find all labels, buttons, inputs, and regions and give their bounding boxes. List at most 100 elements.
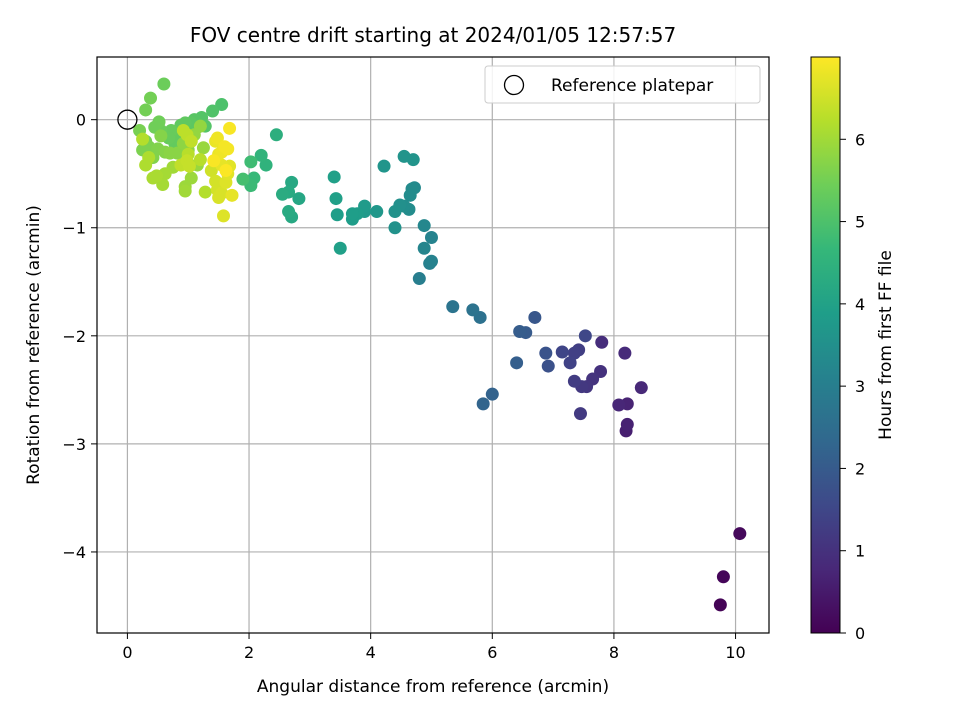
data-point (196, 141, 210, 155)
data-point (733, 527, 747, 541)
data-point (573, 407, 587, 421)
data-point (327, 170, 341, 184)
data-point (206, 104, 220, 118)
data-point (567, 346, 581, 360)
y-axis-ticks: 0 −1 −2 −3 −4 (62, 111, 97, 562)
x-tick-label: 2 (244, 643, 254, 662)
data-point (424, 254, 438, 268)
colorbar-tick-label: 3 (855, 377, 865, 396)
data-point (716, 570, 730, 584)
data-point (275, 187, 289, 201)
colorbar (810, 56, 841, 634)
data-point (215, 186, 229, 200)
data-point (388, 205, 402, 219)
colorbar-tick-label: 2 (855, 459, 865, 478)
data-point (139, 103, 153, 117)
data-point (184, 134, 198, 148)
data-point (446, 300, 460, 314)
colorbar-tick-label: 4 (855, 295, 865, 314)
data-point (193, 119, 207, 133)
data-point (555, 345, 569, 359)
data-point (170, 146, 184, 160)
data-point (424, 230, 438, 244)
data-point (244, 155, 258, 169)
data-point (269, 128, 283, 142)
colorbar-tick-label: 1 (855, 542, 865, 561)
data-point (388, 221, 402, 235)
data-point (618, 346, 632, 360)
data-point (144, 91, 158, 105)
y-tick-label: −3 (62, 435, 86, 454)
x-axis-ticks: 0 2 4 6 8 10 (122, 633, 746, 662)
legend: Reference platepar (484, 65, 761, 104)
data-point (620, 417, 634, 431)
x-tick-label: 8 (609, 643, 619, 662)
data-point (612, 398, 626, 412)
x-axis-label: Angular distance from reference (arcmin) (257, 677, 609, 697)
y-tick-label: 0 (76, 111, 86, 130)
data-point (539, 346, 553, 360)
data-point (377, 159, 391, 173)
data-point (157, 77, 171, 91)
legend-box (484, 65, 761, 104)
data-point (154, 129, 168, 143)
data-point (329, 192, 343, 206)
data-point (282, 205, 296, 219)
data-point (221, 142, 235, 156)
data-point (198, 185, 212, 199)
data-point (345, 207, 359, 221)
data-point (713, 598, 727, 612)
data-point (139, 158, 153, 172)
data-point (476, 397, 490, 411)
data-point (223, 121, 237, 135)
data-point (333, 241, 347, 255)
data-point (541, 359, 555, 373)
data-point (219, 163, 233, 177)
data-point (563, 356, 577, 370)
colorbar-tick-label: 5 (855, 213, 865, 232)
colorbar-tick-label: 0 (855, 624, 865, 643)
data-point (485, 387, 499, 401)
y-tick-label: −4 (62, 543, 86, 562)
data-point (182, 159, 196, 173)
data-point (513, 324, 527, 338)
data-point (146, 171, 160, 185)
data-point (412, 272, 426, 286)
data-point (634, 381, 648, 395)
x-tick-label: 6 (487, 643, 497, 662)
data-point (254, 148, 268, 162)
data-point (292, 192, 306, 206)
colorbar-label: Hours from first FF file (876, 250, 896, 440)
data-point (370, 205, 384, 219)
data-point (466, 303, 480, 317)
reference-marker (117, 109, 138, 130)
colorbar-ticks: 0 1 2 3 4 5 6 (840, 130, 865, 643)
data-point (528, 310, 542, 324)
legend-marker-open-circle (503, 74, 525, 96)
chart-title: FOV centre drift starting at 2024/01/05 … (190, 23, 676, 47)
x-tick-label: 10 (725, 643, 745, 662)
y-tick-label: −1 (62, 219, 86, 238)
x-tick-label: 4 (366, 643, 376, 662)
data-point (193, 153, 207, 167)
data-point (417, 219, 431, 233)
legend-label: Reference platepar (551, 76, 713, 96)
data-point (578, 329, 592, 343)
y-axis-label: Rotation from reference (arcmin) (24, 205, 44, 485)
data-point (259, 158, 273, 172)
data-point (225, 188, 239, 202)
reference-platepar-marker (117, 109, 138, 130)
data-point (397, 149, 411, 163)
y-tick-label: −2 (62, 327, 86, 346)
data-point (136, 132, 150, 146)
data-point (178, 184, 192, 198)
data-point (510, 356, 524, 370)
colorbar-tick-label: 6 (855, 130, 865, 149)
data-point (216, 209, 230, 223)
data-point (204, 163, 218, 177)
data-point (207, 154, 221, 168)
data-point (215, 98, 229, 112)
data-point (403, 188, 417, 202)
data-point (567, 374, 581, 388)
